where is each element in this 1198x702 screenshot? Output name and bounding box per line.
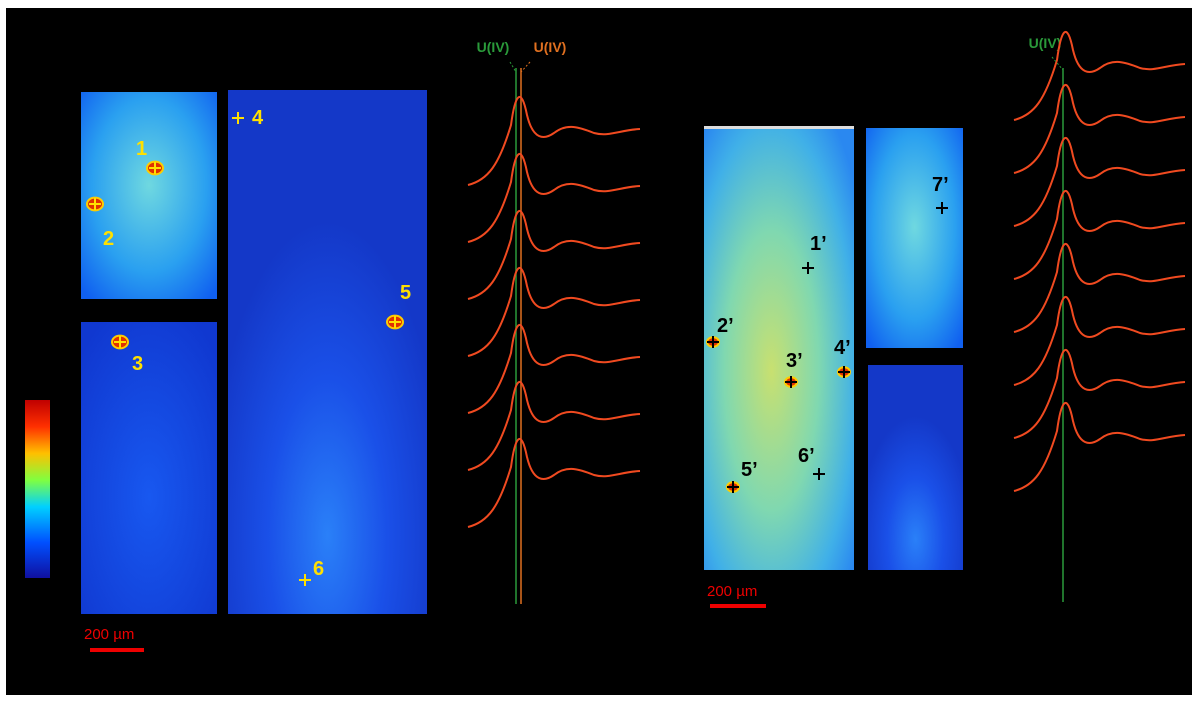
spectrum <box>1013 189 1186 280</box>
point-marker <box>389 316 401 328</box>
map <box>866 128 963 348</box>
point-marker <box>838 366 850 378</box>
map <box>228 90 427 614</box>
spectrum <box>1013 348 1186 439</box>
point-label: 1 <box>136 138 147 160</box>
map <box>81 92 217 299</box>
spectrum <box>1013 136 1186 227</box>
point-marker <box>785 376 797 388</box>
point-marker <box>813 468 825 480</box>
map <box>704 128 854 570</box>
map <box>81 322 217 614</box>
point-marker <box>149 162 161 174</box>
spectrum <box>467 437 641 528</box>
spectrum-label: U(IV) <box>1029 35 1062 51</box>
point-label: 3’ <box>786 350 803 372</box>
scale-bar <box>710 604 766 608</box>
point-marker <box>232 112 244 124</box>
spectrum <box>1013 30 1186 121</box>
spectrum <box>1013 401 1186 492</box>
point-label: 1’ <box>810 233 827 255</box>
spectrum <box>467 152 641 243</box>
label-connector <box>1051 56 1064 71</box>
point-label: 6 <box>313 558 324 580</box>
point-label: 4’ <box>834 337 851 359</box>
spectrum-label: U(IV) <box>534 39 567 55</box>
spectrum <box>467 266 641 357</box>
spectrum <box>467 209 641 300</box>
label-connector <box>509 61 517 73</box>
spectrum-label: U(IV) <box>477 39 510 55</box>
point-marker <box>936 202 948 214</box>
point-label: 3 <box>132 353 143 375</box>
spectrum <box>1013 83 1186 174</box>
spectrum <box>1013 242 1186 333</box>
colorbar <box>25 400 50 578</box>
point-marker <box>727 481 739 493</box>
point-label: 4 <box>252 107 264 129</box>
point-label: 5’ <box>741 459 758 481</box>
point-label: 7’ <box>932 174 949 196</box>
spectrum <box>467 323 641 414</box>
map <box>868 365 963 570</box>
scale-bar <box>90 648 144 652</box>
spectrum <box>1013 295 1186 386</box>
scale-bar-label: 200 µm <box>84 626 134 643</box>
point-marker <box>89 198 101 210</box>
point-label: 6’ <box>798 445 815 467</box>
point-marker <box>707 336 719 348</box>
spectra <box>467 30 1186 528</box>
points: 1 2 3 4 5 6 1’ 2’ 3’ 4’ 5’ 6’ 7’ <box>86 107 949 586</box>
point-marker <box>802 262 814 274</box>
point-label: 2’ <box>717 315 734 337</box>
spectrum <box>467 380 641 471</box>
point-marker <box>299 574 311 586</box>
scale-bar-label: 200 µm <box>707 583 757 600</box>
point-label: 2 <box>103 228 114 250</box>
point-marker <box>114 336 126 348</box>
point-label: 5 <box>400 282 411 304</box>
map-edge <box>704 126 854 129</box>
spectrum <box>467 95 641 186</box>
